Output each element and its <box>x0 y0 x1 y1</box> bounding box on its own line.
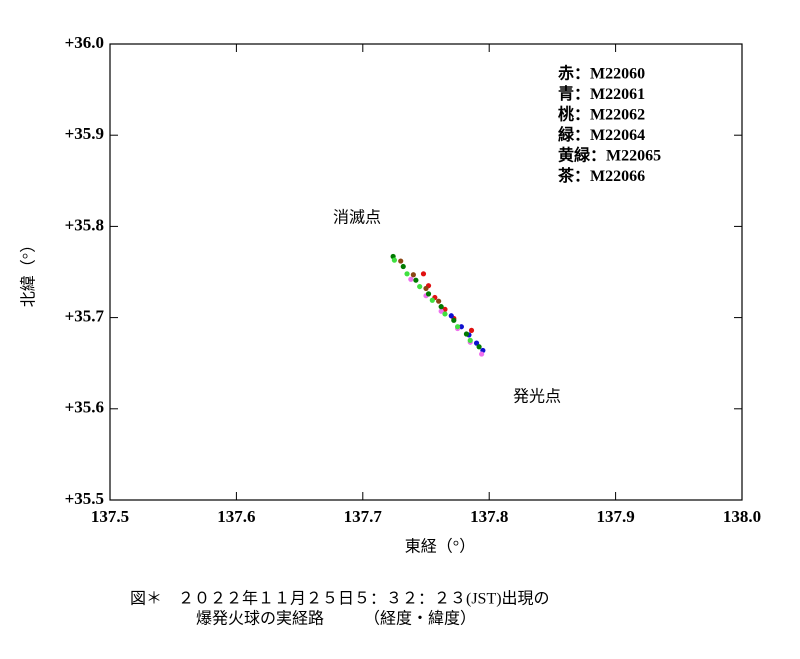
y-axis-label: 北緯（°） <box>20 237 38 307</box>
point <box>398 258 404 264</box>
point <box>413 277 419 283</box>
point <box>425 291 432 297</box>
point <box>468 327 475 333</box>
x-tick-label: 137.6 <box>217 507 255 526</box>
caption: 図＊ ２０２２年１１月２５日５：３２：２３(JST)出現の <box>130 590 550 608</box>
y-tick-label: +36.0 <box>65 33 104 52</box>
x-tick-label: 137.8 <box>470 507 508 526</box>
point <box>438 308 444 314</box>
x-tick-label: 137.9 <box>596 507 634 526</box>
point <box>391 257 397 263</box>
point <box>420 271 427 277</box>
x-tick-label: 137.5 <box>91 507 129 526</box>
point <box>408 276 414 282</box>
point <box>436 298 442 304</box>
y-tick-label: +35.8 <box>65 215 104 234</box>
legend-label: 青：M22061 <box>558 84 645 103</box>
point <box>463 331 470 337</box>
point <box>400 263 406 270</box>
point <box>438 304 444 310</box>
plot-frame <box>109 43 743 501</box>
point <box>473 340 480 346</box>
x-axis-label: 東経（°） <box>405 538 475 556</box>
annotation: 消滅点 <box>333 209 381 227</box>
point <box>429 297 435 303</box>
point <box>417 283 423 290</box>
y-tick-label: +35.7 <box>65 307 105 326</box>
y-tick-label: +35.6 <box>65 398 104 417</box>
y-tick-label: +35.9 <box>65 124 104 143</box>
point <box>410 272 416 278</box>
point <box>404 271 410 277</box>
point <box>467 337 473 343</box>
x-tick-label: 138.0 <box>723 507 761 526</box>
point <box>476 344 482 350</box>
annotation: 発光点 <box>513 388 561 406</box>
legend-label: 桃：M22062 <box>558 105 645 124</box>
legend-label: 赤：M22060 <box>558 64 645 83</box>
point <box>451 317 457 323</box>
legend-label: 茶：M22066 <box>557 166 645 185</box>
legend-label: 緑：M22064 <box>558 125 645 144</box>
point <box>423 285 429 292</box>
legend-label: 黄緑：M22065 <box>558 146 661 165</box>
y-tick-label: +35.5 <box>65 489 104 508</box>
point <box>455 324 461 330</box>
point <box>442 311 448 317</box>
point <box>448 313 454 319</box>
x-tick-label: 137.7 <box>344 507 383 526</box>
caption: 爆発火球の実経路 （経度・緯度） <box>196 609 476 628</box>
point <box>479 351 485 357</box>
